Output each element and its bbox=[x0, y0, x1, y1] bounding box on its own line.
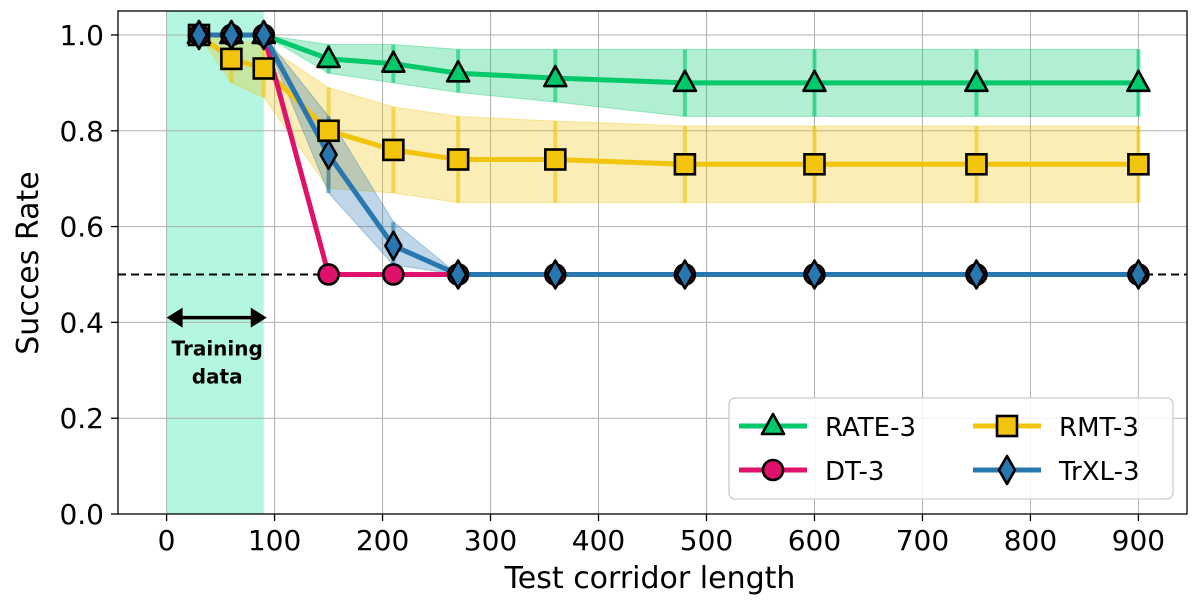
y-tick-label: 0.8 bbox=[59, 115, 104, 148]
data-point-dt-3 bbox=[382, 263, 405, 286]
data-point-trxl-3 bbox=[1129, 259, 1148, 290]
data-point-rmt-3 bbox=[673, 152, 697, 176]
data-point-rate-3 bbox=[672, 69, 698, 93]
data-point-rmt-3 bbox=[1127, 152, 1150, 176]
data-point-rate-3 bbox=[543, 64, 568, 88]
legend-marker-rmt-3 bbox=[995, 414, 1019, 438]
data-point-trxl-3 bbox=[189, 19, 209, 51]
confidence-band-layer bbox=[197, 34, 1141, 275]
data-point-rate-3 bbox=[964, 69, 989, 93]
data-point-trxl-3 bbox=[967, 259, 986, 290]
y-axis-label: Succes Rate bbox=[11, 171, 46, 354]
legend-label-dt-3: DT-3 bbox=[825, 457, 884, 487]
x-tick-label: 600 bbox=[788, 524, 841, 557]
y-tick-label: 1.0 bbox=[59, 19, 104, 52]
axes-frame-layer bbox=[117, 10, 1188, 515]
training-label-line1: Training bbox=[172, 337, 263, 361]
x-tick-label: 500 bbox=[680, 524, 733, 557]
x-tick-label: 100 bbox=[248, 524, 301, 557]
training-label-line2: data bbox=[192, 365, 243, 389]
training-arrow-left-head bbox=[166, 307, 183, 328]
x-tick-label: 0 bbox=[158, 524, 176, 557]
legend: RATE-3 DT-3 RMT-3 TrXL-3 bbox=[728, 397, 1174, 500]
data-point-rmt-3 bbox=[803, 152, 826, 176]
x-tick-label: 700 bbox=[896, 524, 949, 557]
data-point-rate-3 bbox=[381, 50, 406, 73]
data-point-trxl-3 bbox=[254, 19, 274, 51]
data-point-rmt-3 bbox=[446, 148, 470, 171]
data-point-rmt-3 bbox=[220, 47, 243, 71]
data-point-trxl-3 bbox=[546, 259, 565, 290]
data-point-dt-3 bbox=[317, 263, 340, 286]
x-axis-label: Test corridor length bbox=[504, 561, 796, 596]
data-point-rmt-3 bbox=[317, 119, 340, 143]
legend-marker-rate-3 bbox=[760, 412, 786, 436]
x-tick-label: 200 bbox=[356, 524, 409, 557]
legend-marker-trxl-3 bbox=[997, 454, 1017, 486]
confidence-band-trxl-3 bbox=[198, 34, 1139, 275]
data-point-trxl-3 bbox=[448, 259, 468, 290]
y-tick-label: 0.2 bbox=[59, 402, 104, 435]
series-marker-layer bbox=[186, 19, 1151, 290]
x-tick-label: 900 bbox=[1112, 524, 1165, 557]
plot-frame bbox=[117, 10, 1188, 515]
training-arrow-right-head bbox=[250, 307, 267, 328]
data-point-rate-3 bbox=[802, 69, 827, 93]
data-point-rmt-3 bbox=[965, 152, 988, 176]
y-tick-label: 0.6 bbox=[59, 211, 104, 244]
data-point-trxl-3 bbox=[675, 259, 695, 290]
training-region bbox=[166, 11, 264, 514]
legend-label-rate-3: RATE-3 bbox=[825, 413, 916, 443]
data-point-trxl-3 bbox=[805, 259, 824, 290]
legend-marker-dt-3 bbox=[761, 458, 785, 482]
tick-layer: 0 100 200 300 400 500 600 700 800 900 0.0 0.2 0.4 0.6… bbox=[59, 19, 1165, 557]
data-point-rmt-3 bbox=[382, 138, 405, 162]
legend-label-trxl-3: TrXL-3 bbox=[1058, 457, 1140, 487]
x-tick-label: 400 bbox=[572, 524, 625, 557]
y-tick-label: 0.0 bbox=[59, 498, 104, 531]
y-tick-label: 0.4 bbox=[59, 306, 104, 339]
legend-box bbox=[728, 397, 1174, 500]
training-region-layer bbox=[166, 11, 264, 514]
x-tick-label: 800 bbox=[1004, 524, 1057, 557]
data-point-rate-3 bbox=[1126, 69, 1151, 93]
data-point-trxl-3 bbox=[222, 19, 241, 51]
data-point-trxl-3 bbox=[384, 230, 403, 262]
data-point-rmt-3 bbox=[252, 57, 276, 80]
data-point-rmt-3 bbox=[544, 148, 567, 171]
annotation-layer: Training data bbox=[166, 307, 267, 389]
legend-label-rmt-3: RMT-3 bbox=[1059, 413, 1139, 443]
x-tick-label: 300 bbox=[464, 524, 517, 557]
data-point-rate-3 bbox=[316, 45, 341, 69]
data-point-trxl-3 bbox=[319, 139, 338, 171]
data-point-rate-3 bbox=[445, 59, 471, 83]
